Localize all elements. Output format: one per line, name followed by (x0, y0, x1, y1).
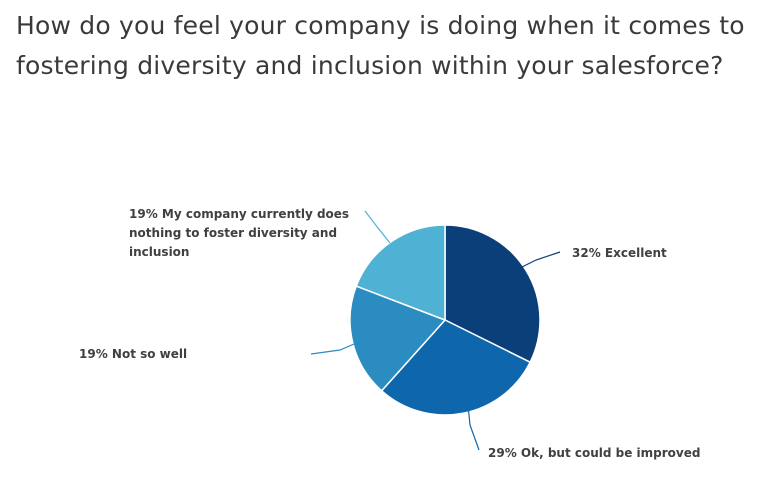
pie-slice-4 (355, 224, 446, 322)
pie-slice-2 (380, 319, 532, 416)
pie-slice-1 (444, 224, 541, 364)
leader-line-3 (310, 343, 355, 355)
pie-labels: 32% Excellent 29% Ok, but could be improv… (79, 207, 700, 460)
leader-line-4 (364, 210, 391, 244)
slice-label-line: 19% My company currently does (129, 207, 349, 221)
slice-label-2: 29% Ok, but could be improved (488, 446, 700, 460)
pie-leader-lines (310, 210, 561, 451)
leader-line-2 (467, 404, 480, 451)
slice-label-3: 19% Not so well (79, 347, 187, 361)
slice-label-1: 32% Excellent (572, 246, 667, 260)
slice-label-line: 32% Excellent (572, 246, 667, 260)
slice-label-line: inclusion (129, 245, 189, 259)
pie-slice-3 (349, 285, 447, 392)
chart-title: How do you feel your company is doing wh… (16, 11, 745, 80)
slice-label-line: 19% Not so well (79, 347, 187, 361)
pie-slices (349, 224, 541, 416)
slice-label-line: nothing to foster diversity and (129, 226, 337, 240)
leader-line-1 (519, 251, 561, 269)
slice-label-line: 29% Ok, but could be improved (488, 446, 700, 460)
slice-label-4: 19% My company currently does nothing to … (129, 207, 349, 259)
